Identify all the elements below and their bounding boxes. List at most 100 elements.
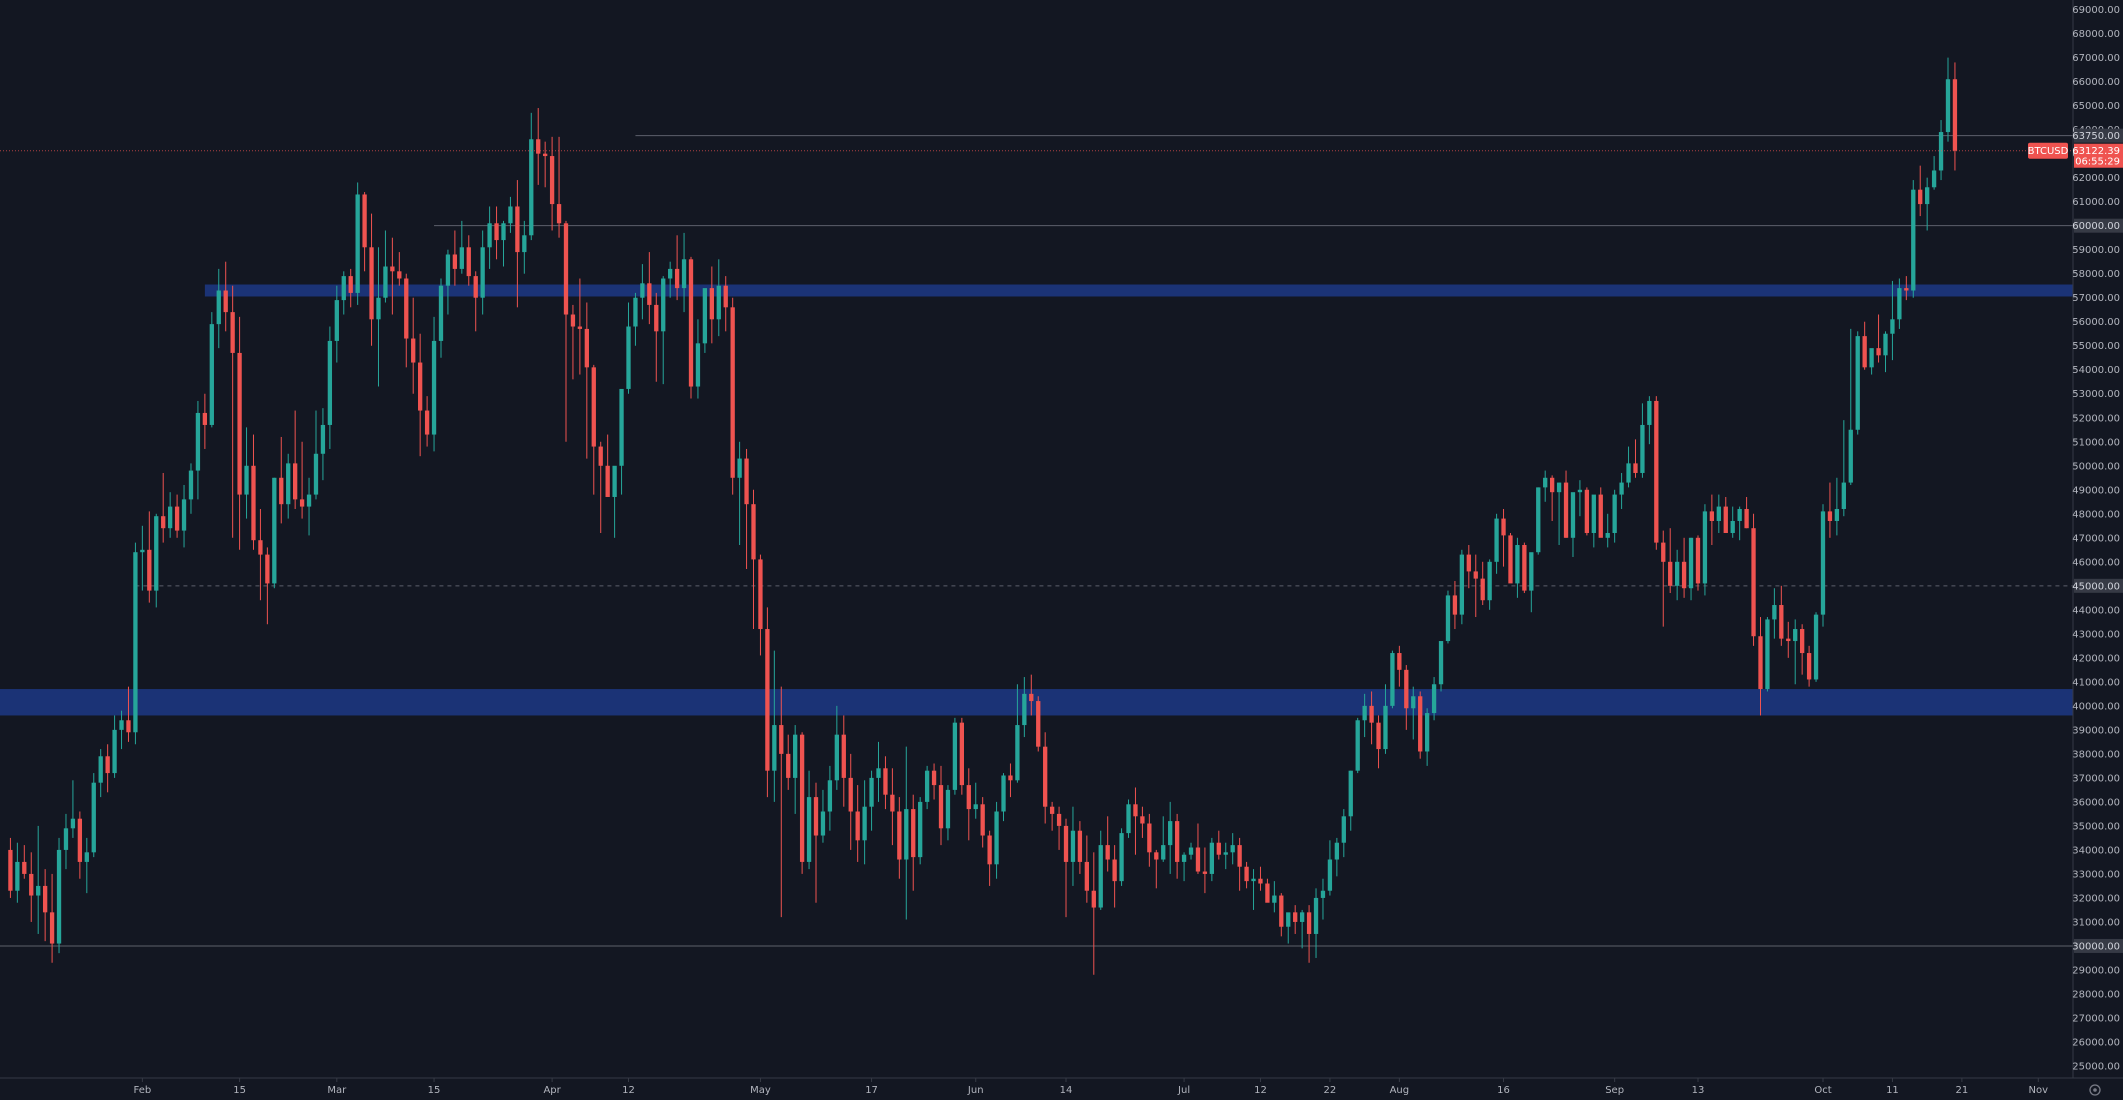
candle-body-211 [1473,571,1478,579]
candle-body-107 [751,504,756,560]
candle-body-137 [959,722,964,786]
candle-body-157 [1098,845,1103,908]
candle-body-87 [612,465,617,497]
candle-body-140 [980,804,985,836]
level-label-0: 63750.00 [2072,131,2120,142]
price-tick-label-40: 65000.00 [2072,101,2120,112]
time-tick-label-11: 12 [1254,1085,1267,1096]
time-tick-label-16: 13 [1692,1085,1705,1096]
candle-body-111 [779,725,784,754]
candle-body-179 [1251,878,1256,882]
price-tick-label-10: 35000.00 [2072,821,2120,832]
time-axis[interactable]: Feb 15 Mar 15 Apr 12 May 17 Jun 14 Jul 12 22 Aug 16 Sep… [0,1077,2123,1100]
candle-body-106 [744,458,749,505]
candle-body-124 [869,777,874,807]
price-tick-label-2: 27000.00 [2072,1013,2120,1024]
candle-body-168 [1174,821,1180,862]
candle-body-138 [966,785,971,810]
candle-body-188 [1313,897,1319,934]
time-tick-label-1: 15 [233,1085,246,1096]
candle-body-18 [133,552,138,733]
candle-body-26 [188,470,194,500]
candle-body-68 [480,247,485,298]
candle-body-110 [772,725,777,771]
candle-body-252 [1758,636,1763,690]
candle-body-37 [265,554,270,584]
candle-body-90 [633,297,638,327]
price-tick-label-26: 51000.00 [2072,437,2120,448]
candle-body-212 [1480,578,1485,601]
level-label-3: 30000.00 [2072,941,2120,952]
candle-body-223 [1556,482,1562,493]
candle-body-190 [1327,859,1333,891]
symbol-tag-label: BTCUSD [2028,146,2069,157]
candle-body-129 [904,809,909,860]
candle-body-72 [508,206,513,224]
candle-body-226 [1577,489,1583,493]
candle-body-62 [438,285,444,341]
candle-body-148 [1036,701,1041,747]
candle-body-202 [1411,696,1416,709]
candle-body-278 [1938,132,1944,171]
candle-body-108 [758,559,763,630]
candle-body-57 [404,278,409,339]
candle-body-224 [1563,482,1569,538]
candle-body-235 [1640,424,1645,473]
candle-body-184 [1286,912,1291,927]
settings-gear-icon[interactable] [2089,1084,2101,1096]
price-tick-label-30: 55000.00 [2072,341,2120,352]
candle-body-85 [598,446,603,466]
candle-body-178 [1244,866,1249,882]
candle-body-209 [1459,554,1465,615]
candle-body-97 [681,259,687,289]
price-tick-label-41: 66000.00 [2072,77,2120,88]
candle-body-103 [723,285,728,308]
time-tick-label-18: 11 [1886,1085,1899,1096]
candle-body-215 [1501,518,1506,536]
candle-body-154 [1077,830,1083,862]
price-tick-label-7: 32000.00 [2072,893,2120,904]
candle-body-7 [56,849,62,944]
candle-body-159 [1112,859,1117,882]
time-tick-label-19: 21 [1956,1085,1969,1096]
candle-body-181 [1265,883,1270,903]
candle-body-243 [1695,537,1701,584]
price-tick-label-37: 62000.00 [2072,173,2120,184]
candle-body-149 [1043,746,1048,807]
level-label-bg-2 [2074,578,2123,593]
candle-body-89 [626,326,631,389]
candle-body-258 [1800,629,1805,654]
level-label-bg-0 [2074,128,2123,143]
candle-body-255 [1779,605,1784,639]
candle-body-253 [1765,619,1770,690]
candle-body-0 [8,849,13,891]
candle-body-10 [77,818,83,862]
price-tick-label-18: 43000.00 [2072,629,2120,640]
candle-body-104 [730,307,735,478]
candle-body-244 [1702,511,1708,584]
candle-body-64 [452,254,458,269]
price-tick-label-6: 31000.00 [2072,917,2120,928]
candle-body-94 [661,278,666,332]
candle-body-208 [1452,595,1458,615]
candle-body-13 [98,756,103,783]
price-tick-label-13: 38000.00 [2072,749,2120,760]
candle-body-40 [286,463,291,505]
candle-body-277 [1931,170,1937,188]
candle-body-239 [1668,561,1673,586]
candle-body-145 [1015,725,1020,781]
candle-body-50 [355,194,360,293]
candle-body-197 [1376,722,1381,750]
level-label-2: 45000.00 [2072,581,2120,592]
candle-body-131 [918,801,923,858]
candle-body-119 [834,734,839,781]
candle-body-15 [112,729,117,774]
candle-body-222 [1549,477,1555,493]
candle-body-41 [292,463,298,500]
candle-body-279 [1945,79,1951,133]
candle-body-274 [1911,189,1916,291]
candle-body-174 [1216,842,1221,855]
candle-body-236 [1647,400,1652,425]
candle-body-78 [549,156,555,205]
